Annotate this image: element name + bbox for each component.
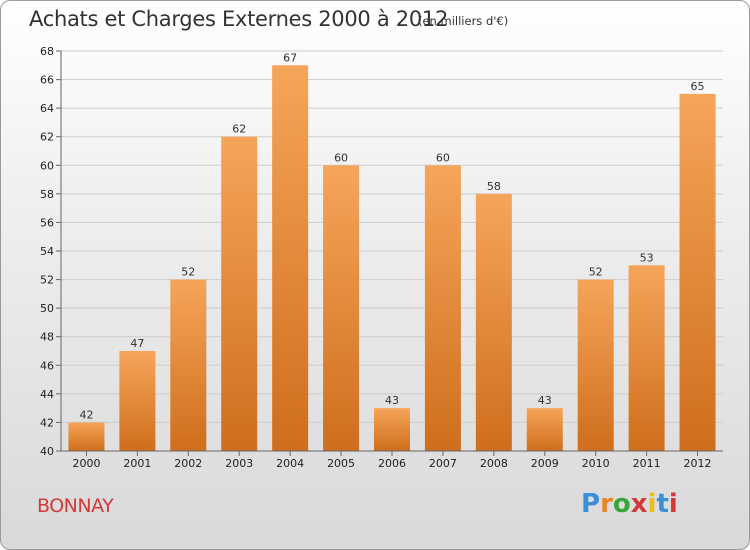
data-label-2000: 42 [79,408,93,421]
y-tick-label: 40 [40,445,54,458]
y-tick-label: 50 [40,302,54,315]
x-tick-label-2000: 2000 [72,457,100,470]
logo-letter: t [656,489,669,519]
logo-letter: P [581,489,601,519]
y-tick-label: 68 [40,45,54,58]
x-tick-label-2012: 2012 [684,457,712,470]
data-label-2011: 53 [640,251,654,264]
bar-2010[interactable] [577,279,614,451]
bar-2007[interactable] [424,165,461,452]
bar-2012[interactable] [679,93,716,451]
y-tick-label: 48 [40,331,54,344]
bar-2000[interactable] [68,422,105,451]
x-tick-label-2001: 2001 [123,457,151,470]
data-label-2012: 65 [691,80,705,93]
y-tick-label: 58 [40,188,54,201]
y-tick-label: 46 [40,359,54,372]
y-tick-label: 52 [40,274,54,287]
proxiti-logo[interactable]: Proxiti [581,489,678,519]
bar-2011[interactable] [628,265,665,451]
y-tick-label: 56 [40,216,54,229]
x-tick-label-2002: 2002 [174,457,202,470]
bar-2001[interactable] [119,351,156,451]
y-tick-label: 42 [40,416,54,429]
data-label-2008: 58 [487,180,501,193]
data-label-2010: 52 [589,266,603,279]
y-tick-label: 64 [40,102,54,115]
logo-letter: r [600,489,613,519]
y-tick-label: 66 [40,74,54,87]
bar-2006[interactable] [374,408,410,451]
data-label-2003: 62 [232,123,246,136]
bar-2004[interactable] [272,65,309,452]
logo-letter: o [612,489,631,519]
bar-2003[interactable] [221,136,258,451]
chart-title: Achats et Charges Externes 2000 à 2012 [29,7,449,31]
data-label-2007: 60 [436,151,450,164]
x-tick-label-2003: 2003 [225,457,253,470]
y-tick-label: 62 [40,131,54,144]
y-tick-label: 44 [40,388,54,401]
data-label-2005: 60 [334,151,348,164]
y-tick-label: 54 [40,245,54,258]
bar-2002[interactable] [170,279,207,451]
data-label-2002: 52 [181,266,195,279]
x-tick-label-2004: 2004 [276,457,304,470]
bar-2009[interactable] [526,408,563,451]
bar-2008[interactable] [475,193,512,451]
logo-letter: x [630,489,648,519]
commune-name: BONNAY [37,495,114,517]
x-tick-label-2008: 2008 [480,457,508,470]
bar-2005[interactable] [323,165,360,452]
chart-subtitle: (en milliers d'€) [418,14,509,28]
x-tick-label-2011: 2011 [633,457,661,470]
data-label-2009: 43 [538,394,552,407]
x-tick-label-2005: 2005 [327,457,355,470]
data-label-2006: 43 [385,394,399,407]
y-tick-label: 60 [40,159,54,172]
x-tick-label-2009: 2009 [531,457,559,470]
data-label-2004: 67 [283,51,297,64]
x-tick-label-2010: 2010 [582,457,610,470]
x-tick-label-2007: 2007 [429,457,457,470]
logo-letter: i [647,489,657,519]
logo-letter: i [668,489,678,519]
data-label-2001: 47 [130,337,144,350]
x-tick-label-2006: 2006 [378,457,406,470]
